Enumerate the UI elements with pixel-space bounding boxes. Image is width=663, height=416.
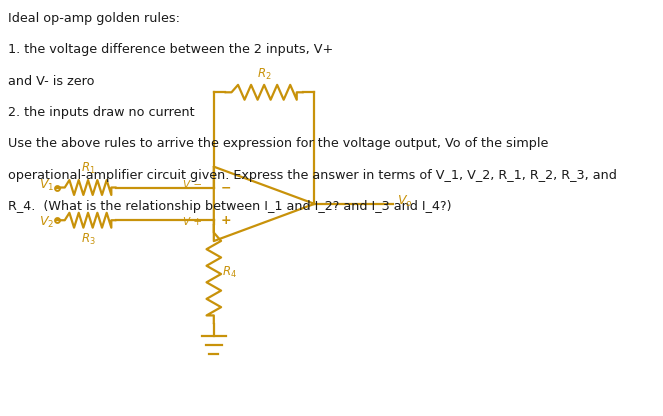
Text: and V- is zero: and V- is zero (8, 74, 95, 87)
Text: 1. the voltage difference between the 2 inputs, V+: 1. the voltage difference between the 2 … (8, 43, 333, 56)
Text: −: − (221, 181, 231, 194)
Text: Ideal op-amp golden rules:: Ideal op-amp golden rules: (8, 12, 180, 25)
Text: $V_2$: $V_2$ (39, 215, 54, 230)
Text: operational-amplifier circuit given. Express the answer in terms of V_1, V_2, R_: operational-amplifier circuit given. Exp… (8, 169, 617, 182)
Text: R_4.  (What is the relationship between I_1 and I_2? and I_3 and I_4?): R_4. (What is the relationship between I… (8, 200, 452, 213)
Text: $R_4$: $R_4$ (222, 265, 237, 280)
Text: $V_1$: $V_1$ (39, 178, 54, 193)
Text: $V_o$: $V_o$ (397, 194, 412, 209)
Text: Use the above rules to arrive the expression for the voltage output, Vo of the s: Use the above rules to arrive the expres… (8, 137, 548, 150)
Text: +: + (221, 214, 231, 227)
Text: V +: V + (183, 217, 202, 227)
Text: V −: V − (183, 181, 202, 191)
Text: $R_2$: $R_2$ (257, 67, 271, 82)
Text: $R_1$: $R_1$ (81, 161, 95, 176)
Text: $R_3$: $R_3$ (81, 232, 95, 247)
Text: 2. the inputs draw no current: 2. the inputs draw no current (8, 106, 195, 119)
